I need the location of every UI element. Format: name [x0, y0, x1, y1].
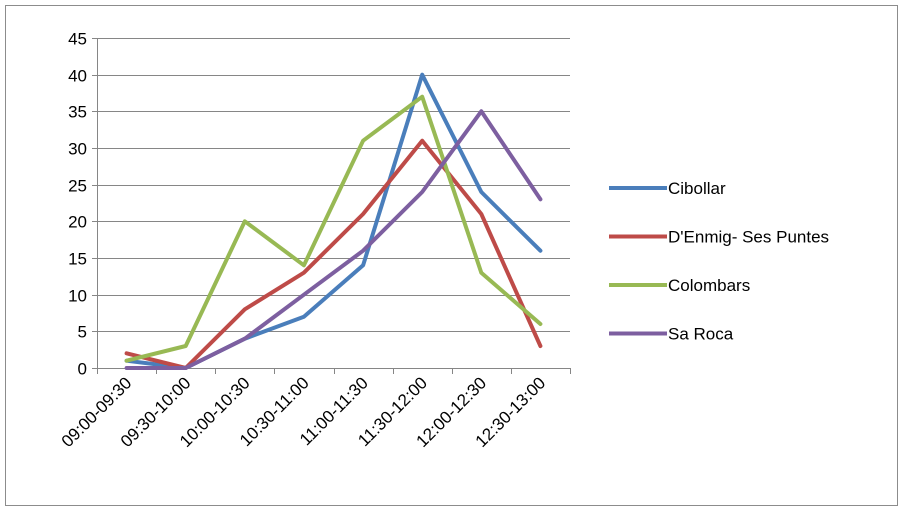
legend-label: Sa Roca	[668, 325, 734, 344]
y-tick-label: 15	[68, 250, 87, 269]
y-tick-label: 45	[68, 30, 87, 49]
legend-item: Colombars	[609, 276, 750, 295]
legend-item: D'Enmig- Ses Puntes	[609, 228, 829, 247]
y-tick-label: 30	[68, 140, 87, 159]
grid-lines	[97, 38, 570, 332]
chart-border	[5, 5, 898, 506]
legend-label: D'Enmig- Ses Puntes	[668, 228, 829, 247]
series-line-4	[124, 109, 543, 370]
y-tick-label: 20	[68, 213, 87, 232]
legend-item: Cibollar	[609, 179, 726, 198]
y-tick-label: 25	[68, 177, 87, 196]
y-tick-label: 35	[68, 103, 87, 122]
legend-item: Sa Roca	[609, 325, 734, 344]
y-tick-label: 0	[78, 360, 87, 379]
series-line-2	[124, 138, 543, 370]
series-line-3	[124, 94, 543, 363]
legend-label: Colombars	[668, 276, 750, 295]
y-tick-label: 5	[78, 323, 87, 342]
legend: Cibollar D'Enmig- Ses Puntes Colombars Sa R…	[609, 179, 829, 344]
y-tick-label: 10	[68, 287, 87, 306]
series-lines	[124, 72, 543, 370]
y-tick-label: 40	[68, 67, 87, 86]
legend-label: Cibollar	[668, 179, 726, 198]
